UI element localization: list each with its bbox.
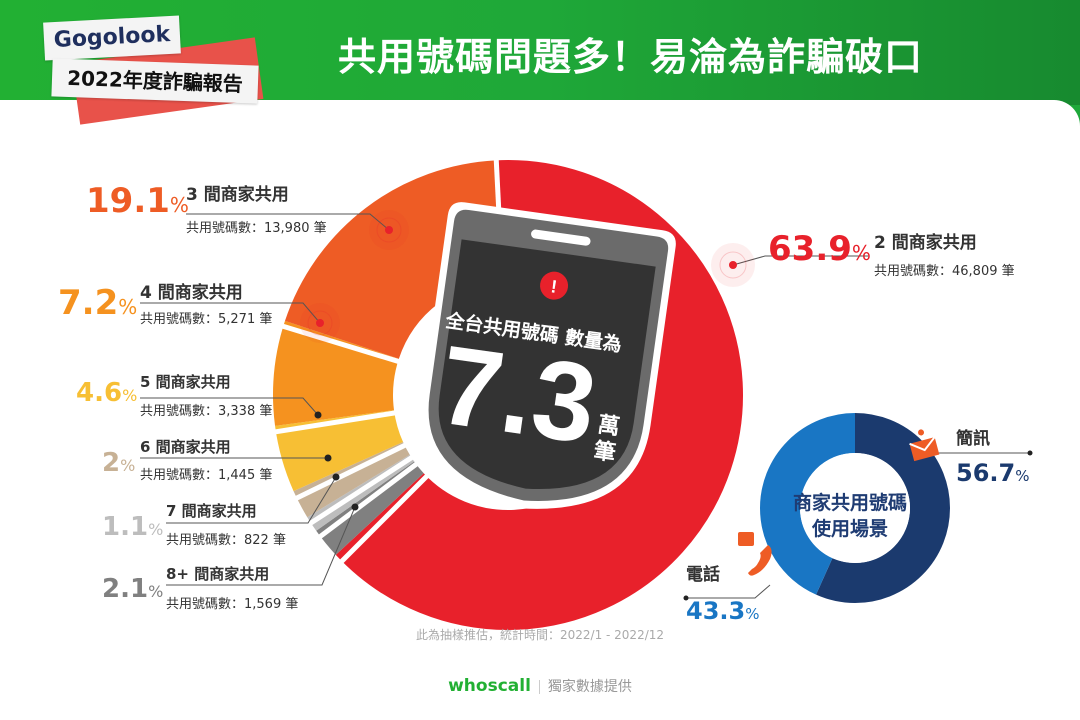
pct-value: 2 <box>102 448 121 478</box>
segment-name: 2 間商家共用 <box>874 233 977 253</box>
pct-value: 1.1 <box>102 512 149 542</box>
segment-name: 3 間商家共用 <box>186 185 289 205</box>
segment-name: 5 間商家共用 <box>140 373 231 391</box>
svg-text:!: ! <box>550 276 559 297</box>
alert-icon <box>540 271 569 300</box>
segment-count: 共用號碼數：822 筆 <box>166 533 286 548</box>
target-markers <box>300 210 755 343</box>
page-title: 共用號碼問題多！易淪為詐騙破口 <box>338 35 924 79</box>
segment-4-shops <box>272 159 743 630</box>
segment-count: 共用號碼數：3,338 筆 <box>140 404 273 419</box>
segment-count: 共用號碼數：5,271 筆 <box>140 312 273 327</box>
usage-donut-chart <box>760 413 950 603</box>
segment-count: 共用號碼數：1,569 筆 <box>166 597 299 612</box>
call-pct: 43.3% <box>686 597 760 625</box>
segment-count: 共用號碼數：46,809 筆 <box>874 264 1015 279</box>
pct-value: 4.6 <box>76 378 123 408</box>
usage-title-line1: 商家共用號碼 <box>792 492 907 514</box>
segment-count: 共用號碼數：1,445 筆 <box>140 468 273 483</box>
segment-count: 共用號碼數：13,980 筆 <box>186 221 327 236</box>
provider-text: 獨家數據提供 <box>547 679 632 695</box>
usage-chart-title: 商家共用號碼 使用場景 <box>770 490 930 542</box>
pct-value: 7.2 <box>58 283 119 323</box>
segment-name: 8+ 間商家共用 <box>166 565 270 583</box>
footnote: 此為抽樣推估，統計時間：2022/1 - 2022/12 <box>415 628 665 642</box>
phone-illustration: ! <box>421 202 676 509</box>
center-unit-bi: 筆 <box>592 438 618 467</box>
pct-value: 2.1 <box>102 574 149 604</box>
phone-call-icon <box>738 532 772 576</box>
data-source: whoscall 獨家數據提供 <box>0 676 1080 696</box>
whoscall-logo: whoscall <box>448 676 531 696</box>
pct-value: 63.9 <box>768 229 852 269</box>
sms-label: 簡訊 <box>956 429 990 449</box>
usage-title-line2: 使用場景 <box>811 518 888 540</box>
center-total-value: 7.3 <box>432 321 604 468</box>
segment-name: 7 間商家共用 <box>166 502 257 520</box>
sms-icon <box>909 429 940 462</box>
pct-value: 19.1 <box>86 181 170 221</box>
segment-name: 6 間商家共用 <box>140 438 231 456</box>
call-label: 電話 <box>686 565 720 585</box>
sms-pct: 56.7% <box>956 459 1030 487</box>
segment-name: 4 間商家共用 <box>140 283 243 303</box>
